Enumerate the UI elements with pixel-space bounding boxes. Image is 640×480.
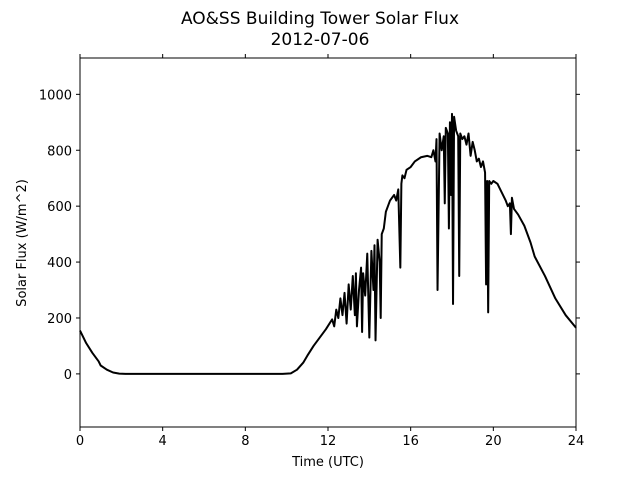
x-tick-label: 8: [241, 434, 249, 449]
plot-frame: [79, 57, 577, 428]
chart-subtitle: 2012-07-06: [271, 30, 370, 50]
x-tick-label: 16: [402, 434, 419, 449]
x-tick-label: 12: [320, 434, 337, 449]
y-tick-label: 800: [47, 144, 72, 159]
chart-title: AO&SS Building Tower Solar Flux: [181, 9, 459, 29]
x-tick-label: 24: [568, 434, 585, 449]
x-tick-label: 0: [76, 434, 84, 449]
x-tick-label: 4: [159, 434, 167, 449]
y-tick-label: 400: [47, 256, 72, 271]
y-tick-label: 200: [47, 312, 72, 327]
y-axis-label: Solar Flux (W/m^2): [15, 179, 30, 307]
x-tick-label: 20: [485, 434, 502, 449]
y-tick-label: 0: [64, 368, 72, 383]
y-tick-label: 600: [47, 200, 72, 215]
y-tick-label: 1000: [39, 88, 72, 103]
x-axis-label: Time (UTC): [291, 455, 364, 470]
series-line-0: [79, 112, 577, 375]
plot-area: 0 4 8 12 16 20 24 0 200 400 600 800 1000: [39, 54, 584, 449]
